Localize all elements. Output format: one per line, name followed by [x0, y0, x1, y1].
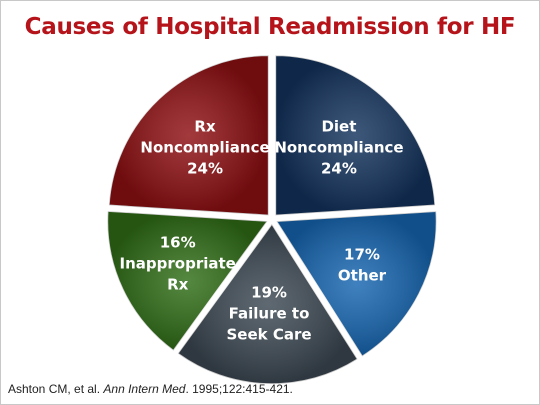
pie-slice-shade-3 — [107, 211, 268, 351]
pie-slice-label-line: 24% — [321, 160, 357, 178]
pie-slice-label-line: Noncompliance — [274, 139, 403, 157]
citation-details: . 1995;122:415-421. — [185, 382, 293, 396]
pie-slice-label-line: Noncompliance — [140, 139, 269, 157]
pie-slice-label-line: Other — [338, 266, 387, 284]
pie-slice-label-0: Diet Noncompliance 24% — [274, 118, 403, 178]
citation: Ashton CM, et al. Ann Intern Med. 1995;1… — [8, 382, 293, 396]
pie-slice-label-line: Diet — [321, 118, 356, 136]
pie-slice-shade-1 — [276, 211, 437, 357]
pie-slice-label-3: 16% Inappropriate Rx — [120, 233, 236, 293]
pie-slice-label-line: Rx — [194, 118, 216, 136]
pie-slice-shade-2 — [177, 223, 358, 384]
pie-slice-label-4: Rx Noncompliance 24% — [140, 118, 269, 178]
pie-slices — [106, 54, 438, 385]
pie-labels: Diet Noncompliance 24% 17% Other 19% Failure t… — [120, 118, 404, 344]
pie-slice-1 — [275, 210, 438, 358]
pie-slice-label-line: Failure to — [229, 305, 310, 323]
pie-slice-label-line: 17% — [344, 245, 380, 263]
citation-authors: Ashton CM, et al. — [8, 382, 101, 396]
pie-slice-label-line: 19% — [251, 284, 287, 302]
pie-slice-label-2: 19% Failure to Seek Care — [226, 284, 311, 344]
pie-slice-3 — [106, 210, 269, 352]
pie-slice-label-line: Rx — [167, 275, 189, 293]
pie-slice-0 — [274, 54, 436, 217]
pie-slice-4 — [108, 54, 270, 217]
citation-journal: Ann Intern Med — [103, 382, 186, 396]
pie-slice-label-1: 17% Other — [338, 245, 387, 284]
pie-slice-label-line: 24% — [187, 160, 223, 178]
pie-slice-label-line: 16% — [160, 233, 196, 251]
chart-title: Causes of Hospital Readmission for HF — [24, 14, 516, 40]
pie-slice-shade-4 — [108, 55, 269, 216]
pie-slice-label-line: Seek Care — [226, 326, 311, 344]
pie-slice-label-line: Inappropriate — [120, 254, 236, 272]
pie-slice-2 — [176, 222, 359, 385]
pie-slice-shade-0 — [275, 55, 436, 216]
